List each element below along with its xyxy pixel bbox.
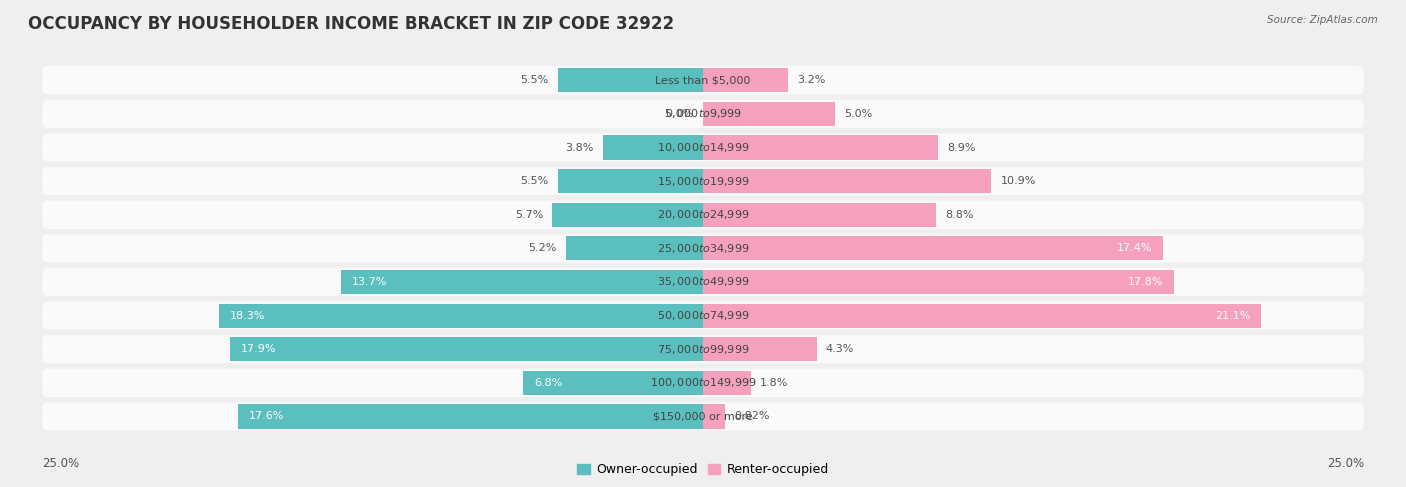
Bar xyxy=(703,68,787,93)
Text: 25.0%: 25.0% xyxy=(1327,457,1364,470)
Text: 25.0%: 25.0% xyxy=(42,457,79,470)
Text: 0.0%: 0.0% xyxy=(665,109,693,119)
Bar xyxy=(565,236,703,261)
Bar xyxy=(238,404,703,429)
Text: Source: ZipAtlas.com: Source: ZipAtlas.com xyxy=(1267,15,1378,25)
Bar xyxy=(340,270,703,294)
FancyBboxPatch shape xyxy=(42,335,1364,363)
Text: $100,000 to $149,999: $100,000 to $149,999 xyxy=(650,376,756,389)
Bar xyxy=(703,371,751,395)
Bar xyxy=(703,169,991,193)
Bar xyxy=(703,102,835,126)
Text: 21.1%: 21.1% xyxy=(1215,311,1250,320)
Text: $15,000 to $19,999: $15,000 to $19,999 xyxy=(657,175,749,187)
Text: 17.6%: 17.6% xyxy=(249,412,284,421)
Text: 8.9%: 8.9% xyxy=(948,143,976,152)
Text: Less than $5,000: Less than $5,000 xyxy=(655,75,751,85)
Text: 8.8%: 8.8% xyxy=(945,210,973,220)
Bar xyxy=(703,203,935,227)
Text: OCCUPANCY BY HOUSEHOLDER INCOME BRACKET IN ZIP CODE 32922: OCCUPANCY BY HOUSEHOLDER INCOME BRACKET … xyxy=(28,15,675,33)
FancyBboxPatch shape xyxy=(42,167,1364,195)
Text: 5.5%: 5.5% xyxy=(520,75,548,85)
Text: $5,000 to $9,999: $5,000 to $9,999 xyxy=(664,108,742,120)
Text: 5.2%: 5.2% xyxy=(527,244,557,253)
Text: $10,000 to $14,999: $10,000 to $14,999 xyxy=(657,141,749,154)
Text: $35,000 to $49,999: $35,000 to $49,999 xyxy=(657,276,749,288)
Bar xyxy=(703,337,817,361)
Text: 5.0%: 5.0% xyxy=(845,109,873,119)
Text: 17.4%: 17.4% xyxy=(1116,244,1153,253)
Bar xyxy=(703,270,1174,294)
FancyBboxPatch shape xyxy=(42,201,1364,229)
Text: 1.8%: 1.8% xyxy=(759,378,789,388)
Bar xyxy=(703,404,724,429)
Bar xyxy=(523,371,703,395)
FancyBboxPatch shape xyxy=(42,66,1364,94)
Bar xyxy=(603,135,703,160)
Text: 18.3%: 18.3% xyxy=(229,311,266,320)
Text: 17.8%: 17.8% xyxy=(1128,277,1163,287)
Legend: Owner-occupied, Renter-occupied: Owner-occupied, Renter-occupied xyxy=(572,458,834,482)
Text: 10.9%: 10.9% xyxy=(1001,176,1036,186)
Text: 3.2%: 3.2% xyxy=(797,75,825,85)
Text: 17.9%: 17.9% xyxy=(240,344,276,354)
Text: $20,000 to $24,999: $20,000 to $24,999 xyxy=(657,208,749,221)
FancyBboxPatch shape xyxy=(42,268,1364,296)
Text: $25,000 to $34,999: $25,000 to $34,999 xyxy=(657,242,749,255)
FancyBboxPatch shape xyxy=(42,133,1364,162)
Bar xyxy=(703,236,1163,261)
Text: $50,000 to $74,999: $50,000 to $74,999 xyxy=(657,309,749,322)
Text: 4.3%: 4.3% xyxy=(825,344,855,354)
Bar xyxy=(703,135,938,160)
Bar xyxy=(558,169,703,193)
Text: $150,000 or more: $150,000 or more xyxy=(654,412,752,421)
FancyBboxPatch shape xyxy=(42,369,1364,397)
Text: 6.8%: 6.8% xyxy=(534,378,562,388)
Text: 5.7%: 5.7% xyxy=(515,210,543,220)
FancyBboxPatch shape xyxy=(42,301,1364,330)
Text: 5.5%: 5.5% xyxy=(520,176,548,186)
Text: 3.8%: 3.8% xyxy=(565,143,593,152)
FancyBboxPatch shape xyxy=(42,234,1364,262)
FancyBboxPatch shape xyxy=(42,402,1364,431)
FancyBboxPatch shape xyxy=(42,100,1364,128)
Text: 13.7%: 13.7% xyxy=(352,277,387,287)
Bar xyxy=(558,68,703,93)
Bar xyxy=(553,203,703,227)
Bar xyxy=(703,303,1261,328)
Bar xyxy=(229,337,703,361)
Bar xyxy=(219,303,703,328)
Text: 0.82%: 0.82% xyxy=(734,412,769,421)
Text: $75,000 to $99,999: $75,000 to $99,999 xyxy=(657,343,749,356)
